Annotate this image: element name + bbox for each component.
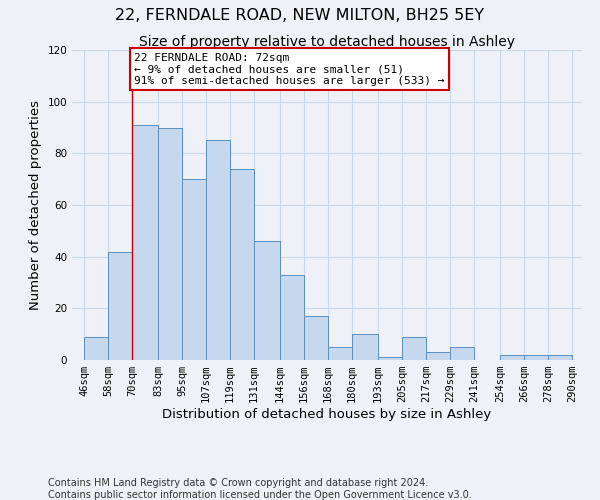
Text: Contains HM Land Registry data © Crown copyright and database right 2024.
Contai: Contains HM Land Registry data © Crown c… xyxy=(48,478,472,500)
Bar xyxy=(524,355,548,360)
Bar xyxy=(132,125,158,360)
Y-axis label: Number of detached properties: Number of detached properties xyxy=(29,100,42,310)
Bar xyxy=(352,334,378,360)
Bar xyxy=(108,252,132,360)
Text: 22 FERNDALE ROAD: 72sqm
← 9% of detached houses are smaller (51)
91% of semi-det: 22 FERNDALE ROAD: 72sqm ← 9% of detached… xyxy=(134,52,445,86)
Bar xyxy=(304,316,328,360)
Bar xyxy=(182,179,206,360)
Bar xyxy=(450,347,474,360)
Title: Size of property relative to detached houses in Ashley: Size of property relative to detached ho… xyxy=(139,35,515,49)
Bar xyxy=(500,355,524,360)
Bar xyxy=(426,352,450,360)
Text: 22, FERNDALE ROAD, NEW MILTON, BH25 5EY: 22, FERNDALE ROAD, NEW MILTON, BH25 5EY xyxy=(115,8,485,22)
Bar xyxy=(230,169,254,360)
Bar xyxy=(378,358,402,360)
Bar xyxy=(402,337,426,360)
Bar xyxy=(548,355,572,360)
Bar xyxy=(280,275,304,360)
Bar xyxy=(328,347,352,360)
Bar xyxy=(158,128,182,360)
Bar xyxy=(206,140,230,360)
X-axis label: Distribution of detached houses by size in Ashley: Distribution of detached houses by size … xyxy=(163,408,491,421)
Bar xyxy=(84,337,108,360)
Bar xyxy=(254,241,280,360)
